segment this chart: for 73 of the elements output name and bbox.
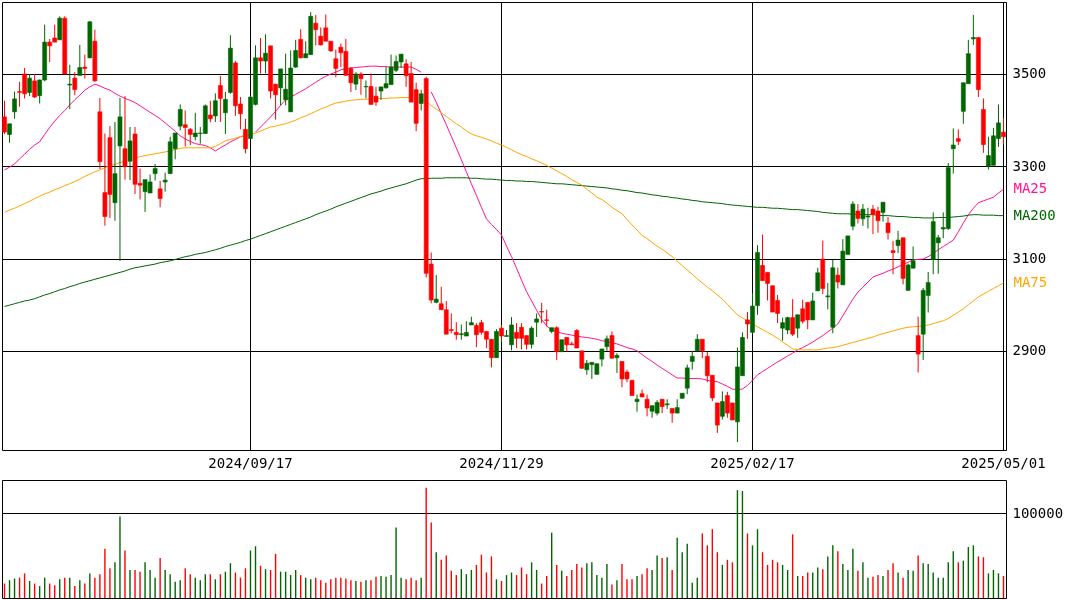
x-tick-label: 2025/05/01 — [961, 454, 1046, 471]
candlestick — [815, 267, 821, 292]
candlestick — [363, 79, 369, 99]
series-label: MA200 — [1013, 206, 1056, 223]
candlestick — [32, 73, 37, 99]
candlestick — [7, 123, 12, 144]
series-label: MA75 — [1013, 273, 1048, 290]
candlestick — [895, 230, 901, 254]
x-tick-label: 2025/02/17 — [710, 454, 795, 471]
candlestick — [880, 201, 886, 223]
candlestick — [57, 15, 63, 41]
candlestick — [213, 92, 218, 123]
candlestick — [850, 200, 856, 231]
candlestick — [162, 172, 168, 193]
candlestick — [77, 44, 83, 77]
candlestick — [127, 126, 133, 181]
candlestick — [218, 75, 223, 123]
candlestick — [182, 109, 188, 147]
x-tick-label: 2024/11/29 — [459, 454, 544, 471]
candlestick — [358, 71, 364, 96]
candlestick — [152, 163, 158, 182]
candlestick — [67, 64, 73, 110]
candlestick — [855, 203, 861, 224]
candlestick — [157, 180, 163, 208]
y-tick-label: 100000 — [1012, 504, 1064, 521]
candlestick — [835, 267, 841, 290]
candlestick — [554, 325, 560, 361]
candlestick — [810, 292, 816, 321]
candlestick — [433, 274, 439, 304]
candlestick — [448, 312, 454, 334]
candlestick — [258, 37, 263, 75]
y-tick-label: 3500 — [1012, 65, 1047, 82]
y-tick-label: 3100 — [1012, 250, 1047, 267]
candlestick — [634, 394, 640, 413]
candlestick — [223, 91, 228, 135]
y-tick-label: 3300 — [1012, 157, 1047, 174]
candlestick — [795, 313, 800, 339]
candlestick — [715, 402, 720, 434]
candlestick — [1001, 117, 1006, 146]
y-tick-label: 2900 — [1012, 342, 1047, 359]
candlestick — [313, 14, 319, 46]
candlestick — [971, 14, 976, 46]
candlestick — [208, 100, 213, 123]
candlestick — [915, 316, 921, 373]
candlestick — [529, 325, 534, 349]
candlestick — [333, 49, 339, 78]
candlestick — [27, 73, 32, 97]
candlestick — [790, 298, 795, 337]
x-tick-label: 2024/09/17 — [208, 454, 293, 471]
candlestick — [890, 240, 896, 275]
candlestick — [72, 71, 78, 96]
candlestick — [609, 330, 615, 360]
candlestick — [950, 127, 956, 175]
candlestick — [745, 311, 750, 340]
candlestick — [689, 350, 695, 371]
series-label: MA25 — [1013, 180, 1048, 197]
candlestick — [418, 89, 424, 111]
candlestick — [122, 95, 128, 181]
candlestick — [614, 352, 620, 374]
candlestick — [539, 302, 544, 324]
candlestick — [278, 68, 283, 106]
candlestick — [263, 33, 268, 75]
candlestick — [534, 312, 539, 338]
candlestick — [243, 118, 248, 154]
candlestick — [298, 28, 303, 59]
candlestick — [885, 216, 891, 241]
candlestick — [2, 100, 7, 135]
candlestick — [177, 103, 183, 131]
candlestick — [684, 364, 690, 395]
candlestick — [82, 54, 88, 80]
candlestick — [12, 91, 17, 120]
candlestick — [699, 338, 705, 359]
candlestick — [720, 390, 725, 421]
